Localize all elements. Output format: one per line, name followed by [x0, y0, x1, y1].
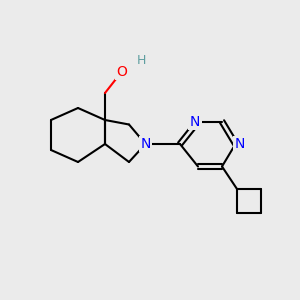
Text: N: N	[190, 115, 200, 128]
Text: N: N	[235, 137, 245, 151]
Text: H: H	[136, 53, 146, 67]
Text: N: N	[140, 137, 151, 151]
Text: O: O	[116, 65, 127, 79]
